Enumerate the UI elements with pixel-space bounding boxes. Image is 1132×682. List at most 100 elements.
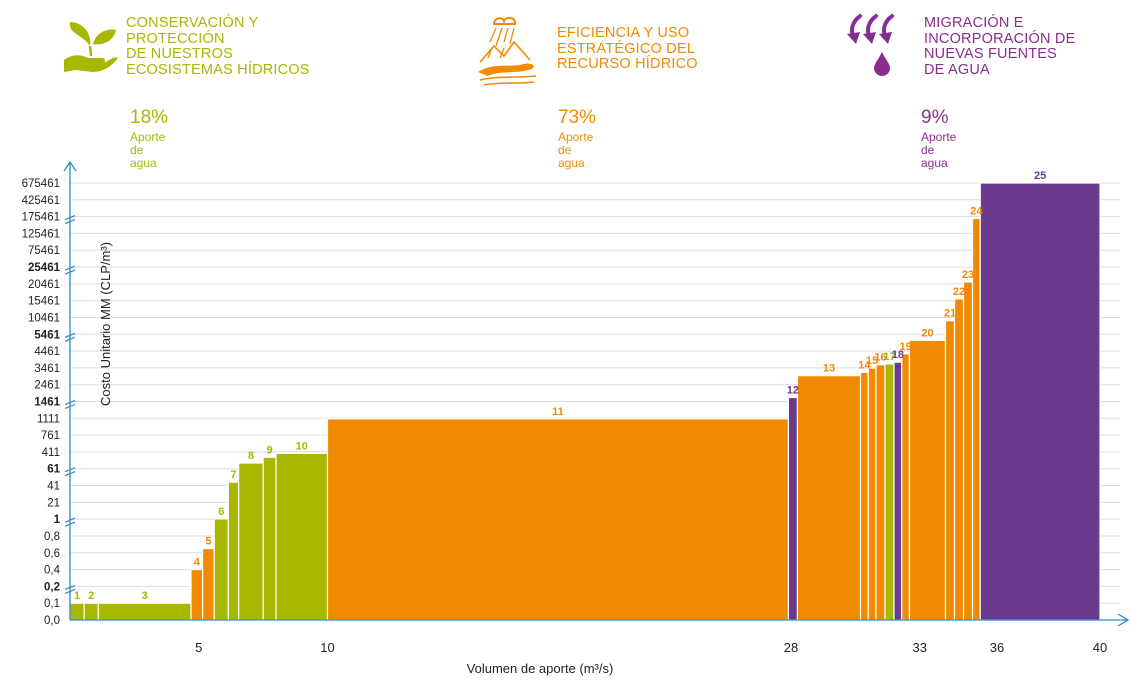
bar-11	[326, 418, 790, 621]
y-tick-label: 25461	[28, 262, 61, 274]
bar-label-23: 23	[962, 269, 974, 281]
bar-label-7: 7	[230, 469, 236, 481]
category-percentage: 9%	[921, 107, 949, 128]
y-tick-label: 75461	[28, 245, 60, 257]
y-axis-label: Costo Unitario MM (CLP/m³)	[98, 242, 113, 406]
y-tick-label: 1	[54, 514, 61, 526]
bar-1	[69, 602, 85, 621]
x-tick-label: 33	[913, 640, 927, 655]
bar-label-21: 21	[944, 308, 956, 320]
x-tick-label: 40	[1093, 640, 1107, 655]
category-percentage: 73%	[558, 107, 597, 128]
y-tick-label: 21	[47, 497, 60, 509]
y-tick-label: 0,2	[44, 581, 60, 593]
y-tick-label: 41	[47, 481, 60, 493]
y-tick-labels: 0,0 0,1 0,2 0,4 0,6 0,8 1 21 41 61 411 761 1111 1461 2…	[22, 178, 61, 627]
y-tick-label: 5461	[34, 329, 60, 341]
x-axis-label: Volumen de aporte (m³/s)	[467, 661, 614, 676]
bar-label-24: 24	[970, 205, 983, 217]
bar-label-2: 2	[88, 590, 94, 602]
bar-23	[962, 281, 974, 621]
bar-label-22: 22	[953, 286, 965, 298]
bar-25	[979, 182, 1101, 621]
rain-river-icon	[478, 16, 537, 86]
bar-21	[944, 320, 956, 621]
y-tick-label: 175461	[22, 212, 60, 224]
bar-label-9: 9	[267, 444, 273, 456]
bar-label-1: 1	[74, 590, 80, 602]
y-tick-label: 425461	[22, 195, 60, 207]
y-tick-label: 20461	[28, 279, 60, 291]
bar-8	[238, 462, 264, 621]
bar-19	[901, 353, 911, 621]
category-subtitle: Aporte de agua	[921, 130, 957, 170]
bar-5	[202, 547, 215, 621]
bar-label-6: 6	[218, 506, 224, 518]
bar-3	[97, 602, 192, 621]
bar-label-8: 8	[248, 450, 254, 462]
y-tick-label: 0,6	[44, 548, 60, 560]
y-tick-label: 411	[42, 447, 60, 459]
bar-10	[275, 452, 329, 621]
bar-label-13: 13	[823, 363, 835, 375]
bar-12	[787, 396, 799, 621]
category-subtitle: Aporte de agua	[558, 130, 594, 170]
y-tick-label: 15461	[28, 296, 60, 308]
y-tick-label: 0,1	[44, 598, 60, 610]
y-tick-label: 61	[47, 464, 60, 476]
bar-7	[227, 481, 240, 621]
bar-label-18: 18	[892, 349, 904, 361]
bar-16	[875, 364, 886, 621]
bar-15	[867, 367, 877, 621]
category-title: EFICIENCIA Y USO ESTRATÉGICO DEL RECURSO…	[557, 25, 698, 72]
category-title: MIGRACIÓN E INCORPORACIÓN DE NUEVAS FUEN…	[924, 15, 1076, 78]
bar-label-12: 12	[787, 384, 799, 396]
bar-label-10: 10	[296, 440, 308, 452]
bar-label-4: 4	[194, 557, 201, 569]
y-tick-label: 125461	[22, 228, 60, 240]
y-axis-arrow	[63, 160, 77, 172]
bar-label-11: 11	[552, 406, 564, 418]
bar-17	[884, 363, 895, 621]
x-axis-arrow	[1117, 613, 1130, 627]
x-tick-label: 10	[320, 640, 334, 655]
bar-label-5: 5	[205, 536, 211, 548]
category-subtitle: Aporte de agua	[130, 130, 166, 170]
y-tick-label: 3461	[34, 363, 60, 375]
x-tick-label: 5	[195, 640, 202, 655]
bar-22	[953, 298, 965, 621]
bar-18	[893, 361, 903, 621]
bars	[69, 182, 1101, 621]
y-tick-label: 0,8	[44, 531, 60, 543]
x-tick-labels: 5 10 28 33 36 40	[195, 640, 1107, 655]
y-tick-label: 0,4	[44, 565, 61, 577]
y-tick-label: 761	[41, 430, 60, 442]
bar-13	[796, 375, 862, 621]
bar-label-15: 15	[866, 355, 878, 367]
bar-14	[859, 371, 869, 621]
bar-label-19: 19	[899, 341, 911, 353]
bar-6	[213, 518, 229, 621]
x-tick-label: 36	[990, 640, 1004, 655]
bar-20	[908, 339, 947, 621]
bar-2	[83, 602, 99, 621]
axes	[63, 160, 1130, 627]
bar-label-16: 16	[874, 352, 886, 364]
x-tick-label: 28	[784, 640, 798, 655]
bar-label-3: 3	[142, 590, 148, 602]
category-percentage: 18%	[130, 107, 169, 128]
bar-4	[190, 568, 204, 621]
y-tick-label: 675461	[22, 178, 60, 190]
y-tick-label: 10461	[28, 312, 60, 324]
bar-label-20: 20	[921, 327, 933, 339]
arrows-drop-icon	[847, 14, 894, 76]
hand-plant-icon	[64, 22, 118, 72]
bar-label-25: 25	[1034, 170, 1046, 182]
y-tick-label: 0,0	[44, 615, 60, 627]
bar-9	[262, 456, 277, 621]
y-tick-label: 1461	[34, 397, 60, 409]
y-tick-label: 4461	[34, 346, 60, 358]
bar-label-17: 17	[883, 351, 895, 363]
